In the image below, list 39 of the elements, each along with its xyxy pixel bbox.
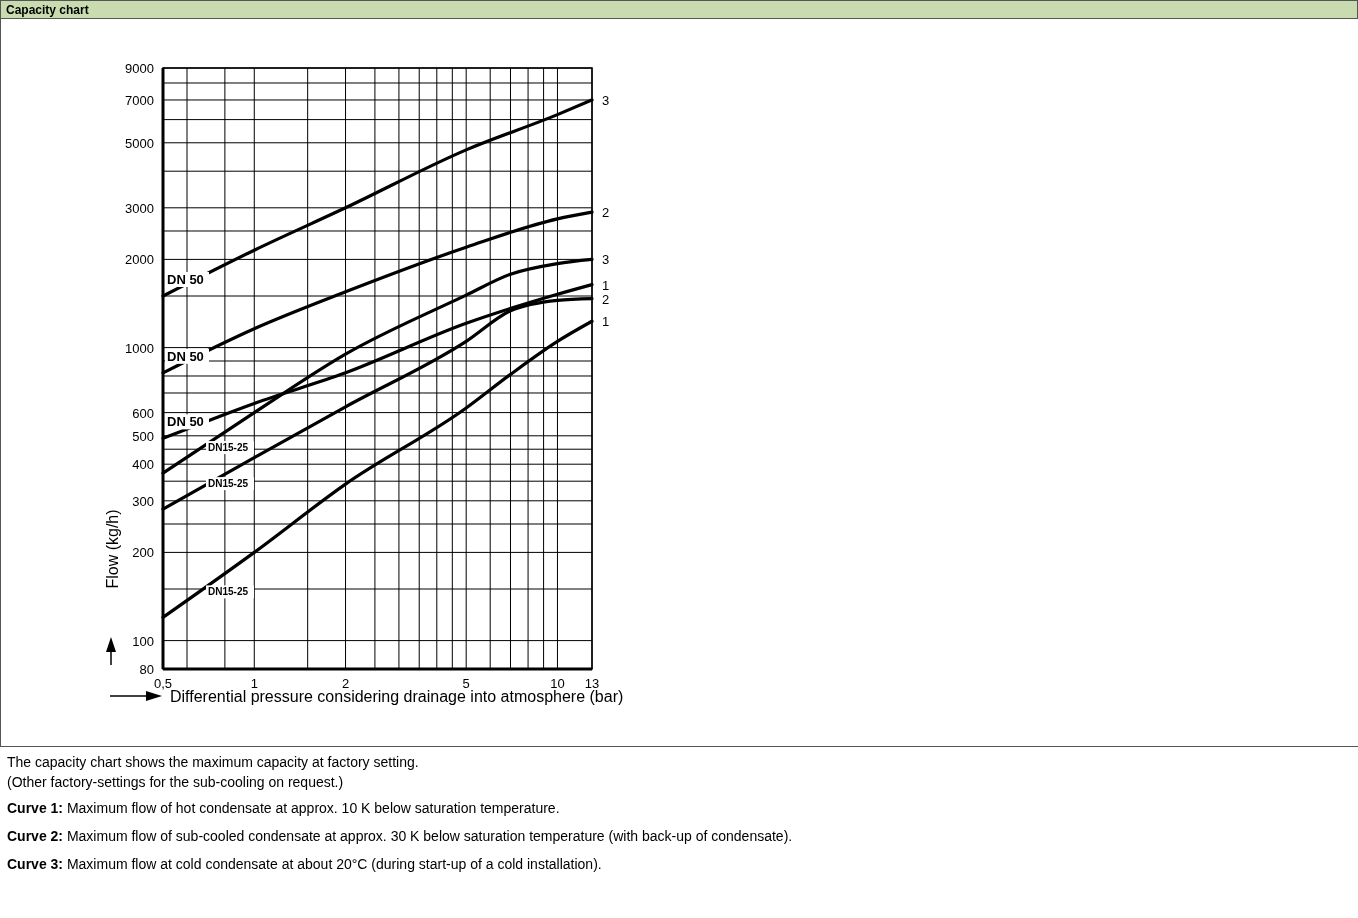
series-label: 1 [602,314,610,330]
x-tick-label: 0,5 [153,676,173,691]
text: (Other factory-settings for the sub-cooling on request.) [7,774,344,790]
y-tick-label: 80 [139,662,154,677]
x-tick-label: 13 [584,676,600,691]
y-tick-label: 5000 [125,135,154,151]
y-tick-label: 7000 [125,92,154,108]
y-tick-label: 200 [132,545,154,561]
y-tick-label: 100 [132,633,154,649]
annotation: DN15-25 [208,586,249,598]
y-tick-label: 2000 [125,252,154,268]
y-tick-label: 1000 [125,340,154,356]
series-label: 3 [602,92,610,108]
y-tick-label: 9000 [125,61,154,76]
series-label: 1 [602,277,610,293]
series-label: 2 [602,291,610,307]
text: Curve 1: Maximum flow of hot condensate at approx. 10 K below saturation temperature. [7,800,560,816]
annotation: DN 50 [167,272,204,287]
text: Curve 3: Maximum flow at cold condensate at about 20°C (during start-up of a cold installation). [7,856,602,872]
x-tick-label: 5 [462,676,470,691]
series-label: 2 [602,205,610,221]
y-tick-label: 300 [132,493,154,509]
y-axis-title: Flow (kg/h) [104,509,121,589]
y-tick-label: 400 [132,457,154,473]
x-tick-label: 2 [341,676,350,691]
x-tick-label: 1 [250,676,258,691]
series-label: 3 [602,252,610,268]
text: Curve 2: Maximum flow of sub-cooled condensate at approx. 30 K below saturation temperature (with back-up of condensate). [7,828,793,844]
text: Capacity chart [6,3,89,17]
annotation: DN 50 [167,348,204,364]
annotation: DN15-25 [208,442,249,454]
text: The capacity chart shows the maximum capacity at factory setting. [7,754,419,770]
x-axis-title: Differential pressure considering drainage into atmosphere (bar) [170,688,624,705]
annotation: DN 50 [167,414,204,430]
x-tick-label: 10 [550,676,565,691]
annotation: DN15-25 [208,478,249,490]
y-tick-label: 600 [132,405,154,421]
y-tick-label: 3000 [125,200,154,216]
y-tick-label: 500 [132,428,154,444]
